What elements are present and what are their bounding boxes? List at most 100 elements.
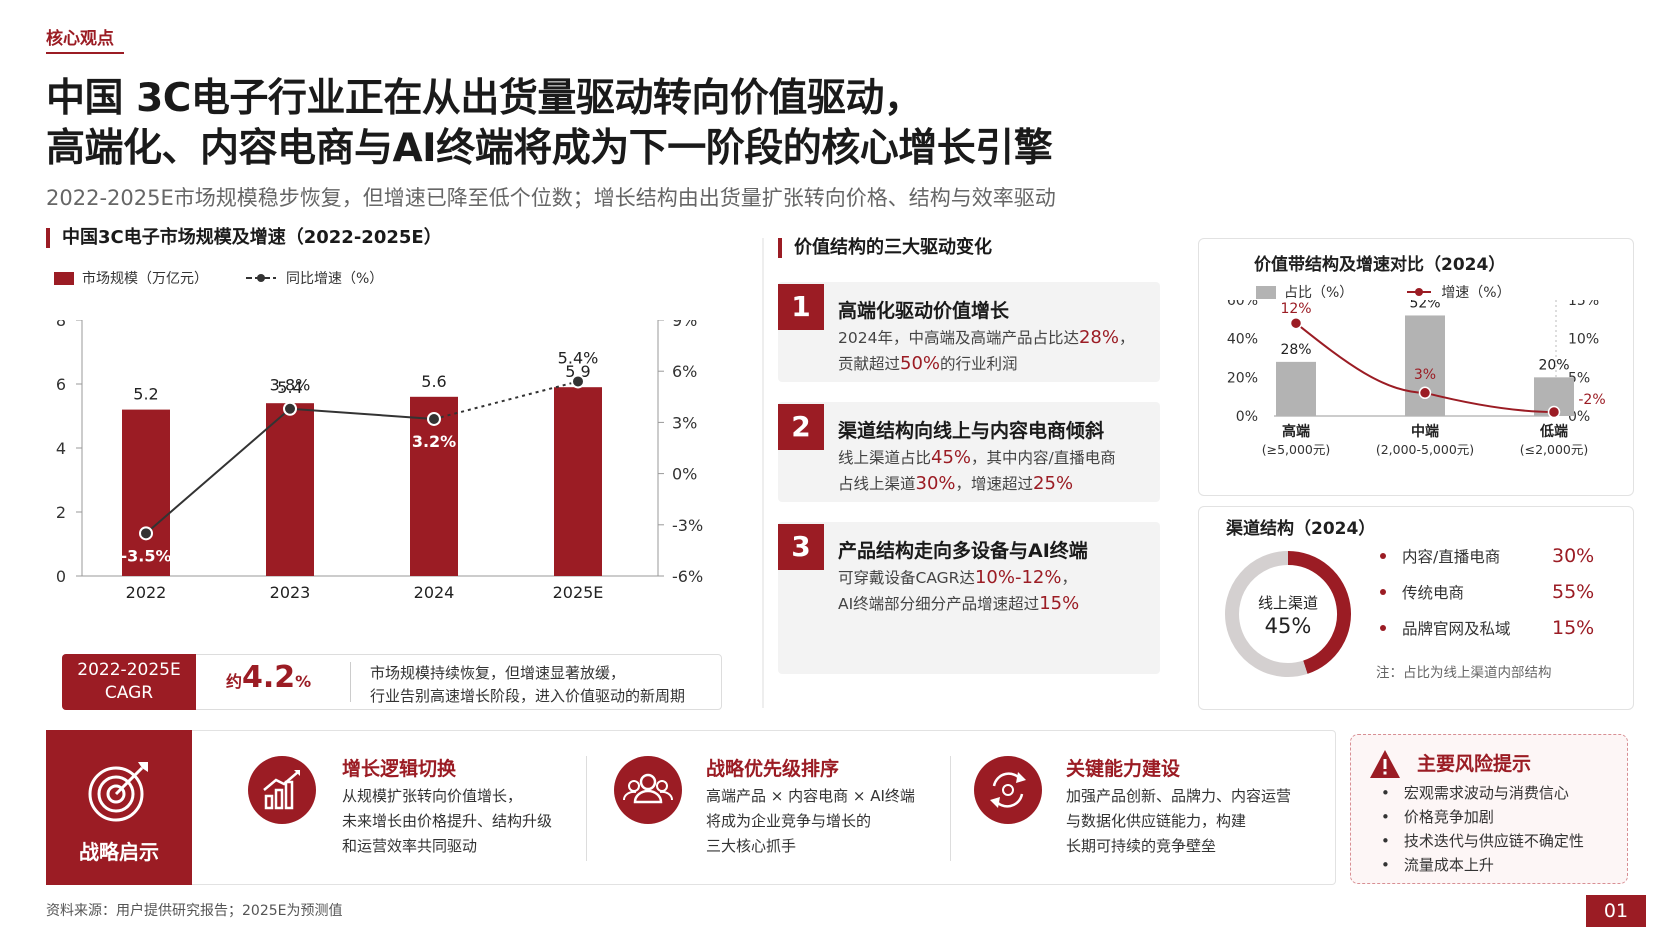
growth-point bbox=[139, 526, 153, 541]
donut-slice bbox=[1225, 551, 1308, 677]
x-tick-label: 高端 bbox=[1282, 423, 1310, 440]
driver-card-2 bbox=[778, 402, 1160, 502]
driver-text-1: 2024年，中高端及高端产品占比达28%， 贡献超过50%的行业利润 bbox=[838, 327, 1135, 374]
y-tick-label: 0 bbox=[56, 567, 66, 586]
growth-label: 3% bbox=[1414, 367, 1436, 383]
legend-share-label: 占比（%） bbox=[1284, 285, 1354, 301]
driver-title-3: 产品结构走向多设备与AI终端 bbox=[838, 540, 1088, 562]
cycle-icon bbox=[974, 756, 1042, 824]
risk-item: 技术迭代与供应链不确定性 bbox=[1381, 829, 1584, 853]
legend-growth-label: 增速（%） bbox=[1441, 285, 1511, 301]
y-tick-label: 8 bbox=[56, 320, 66, 330]
column-divider bbox=[950, 756, 951, 861]
growth-label: 12% bbox=[1280, 301, 1311, 317]
driver-title-2: 渠道结构向线上与内容电商倾斜 bbox=[838, 420, 1105, 442]
driver-number-2: 2 bbox=[778, 404, 824, 450]
implication-title-2: 战略优先级排序 bbox=[706, 758, 840, 780]
channel-label: 传统电商 bbox=[1402, 584, 1465, 602]
legend-bar-swatch bbox=[54, 271, 74, 285]
channel-panel bbox=[1198, 506, 1634, 710]
implication-title-3: 关键能力建设 bbox=[1066, 758, 1181, 780]
cagr-suffix: % bbox=[295, 672, 312, 691]
strategy-label-block: 战略启示 bbox=[46, 730, 192, 885]
cagr-desc-line-2: 行业告别高速增长阶段，进入价值驱动的新周期 bbox=[370, 687, 686, 705]
page-title: 中国 3C电子行业正在从出货量驱动转向价值驱动， 高端化、内容电商与AI终端将成… bbox=[46, 74, 1053, 174]
channel-row: 内容/直播电商 30% bbox=[1380, 545, 1594, 567]
growth-label: -3.5% bbox=[120, 546, 171, 565]
bar-value-label: 5.4 bbox=[277, 378, 302, 397]
growth-point bbox=[1289, 316, 1303, 330]
y-tick-label: 60% bbox=[1227, 300, 1258, 309]
legend-growth-swatch bbox=[1407, 288, 1432, 296]
driver-text-2: 线上渠道占比45%，其中内容/直播电商 占线上渠道30%，增速超过25% bbox=[838, 447, 1116, 494]
y2-tick-label: -3% bbox=[672, 516, 703, 535]
x-tick-label: 2025E bbox=[553, 583, 604, 602]
drivers-divider bbox=[762, 238, 764, 708]
x-tick-sublabel: (≤2,000元) bbox=[1520, 442, 1589, 457]
value-band-chart: 0%20%40%60%0%5%10%15%28%高端(≥5,000元)52%中端… bbox=[1227, 300, 1606, 457]
channel-label: 内容/直播电商 bbox=[1402, 548, 1501, 566]
y2-tick-label: 10% bbox=[1568, 332, 1599, 348]
growth-label: -2% bbox=[1578, 392, 1605, 408]
x-tick-label: 2023 bbox=[270, 583, 311, 602]
cagr-prefix: 约 bbox=[226, 672, 243, 691]
bar-value-label: 5.6 bbox=[421, 372, 446, 391]
tag-underline bbox=[46, 52, 124, 54]
x-tick-label: 低端 bbox=[1539, 423, 1568, 440]
section-tag: 核心观点 bbox=[46, 29, 114, 49]
channel-title: 渠道结构（2024） bbox=[1226, 519, 1376, 539]
bar-value-label: 5.9 bbox=[565, 362, 590, 381]
source-note: 资料来源：用户提供研究报告；2025E为预测值 bbox=[46, 903, 343, 919]
column-divider bbox=[586, 756, 587, 861]
bullet-dot bbox=[1380, 553, 1386, 559]
y-tick-label: 2 bbox=[56, 503, 66, 522]
title-line-2: 高端化、内容电商与AI终端将成为下一阶段的核心增长引擎 bbox=[46, 126, 1053, 171]
drivers-heading: 价值结构的三大驱动变化 bbox=[778, 238, 992, 258]
cagr-number: 4.2 bbox=[242, 660, 296, 695]
driver-text-3: 可穿戴设备CAGR达10%-12%， AI终端部分细分产品增速超过15% bbox=[838, 567, 1080, 614]
growth-icon bbox=[248, 756, 316, 824]
risk-title: 主要风险提示 bbox=[1417, 753, 1532, 775]
driver-number-1: 1 bbox=[778, 284, 824, 330]
cagr-description: 市场规模持续恢复，但增速显著放缓， 行业告别高速增长阶段，进入价值驱动的新周期 bbox=[370, 662, 685, 708]
bullet-dot bbox=[1380, 589, 1386, 595]
legend-line-label: 同比增速（%） bbox=[286, 271, 384, 287]
y-tick-label: 40% bbox=[1227, 332, 1258, 348]
y2-tick-label: 6% bbox=[672, 362, 697, 381]
bar bbox=[266, 403, 314, 576]
y-tick-label: 4 bbox=[56, 439, 66, 458]
y-tick-label: 20% bbox=[1227, 370, 1258, 386]
cagr-label: 2022-2025E CAGR bbox=[62, 654, 196, 710]
growth-point bbox=[283, 401, 297, 416]
value-band-title: 价值带结构及增速对比（2024） bbox=[1254, 255, 1506, 275]
bar bbox=[122, 409, 170, 576]
channel-row: 传统电商 55% bbox=[1380, 581, 1594, 603]
warning-icon bbox=[1370, 750, 1400, 778]
x-tick-label: 2022 bbox=[126, 583, 167, 602]
x-tick-label: 中端 bbox=[1411, 423, 1439, 440]
market-chart-heading: 中国3C电子市场规模及增速（2022-2025E） bbox=[46, 228, 442, 248]
donut-center-label: 线上渠道 bbox=[1257, 594, 1318, 612]
growth-label: 5.4% bbox=[558, 348, 599, 367]
bullet-dot bbox=[1380, 625, 1386, 631]
title-line-1: 中国 3C电子行业正在从出货量驱动转向价值驱动， bbox=[46, 76, 923, 121]
channel-value: 30% bbox=[1552, 545, 1595, 567]
growth-point bbox=[1418, 386, 1432, 400]
risk-item: 流量成本上升 bbox=[1381, 853, 1584, 877]
legend-bar-label: 市场规模（万亿元） bbox=[82, 271, 208, 287]
cagr-divider bbox=[350, 662, 351, 702]
donut-slice bbox=[1287, 551, 1351, 674]
cagr-label-line-1: 2022-2025E bbox=[77, 660, 181, 680]
channel-label: 品牌官网及私域 bbox=[1402, 620, 1511, 638]
x-tick-label: 2024 bbox=[414, 583, 455, 602]
bar bbox=[1276, 361, 1316, 416]
bar bbox=[410, 396, 458, 576]
bar-value-label: 5.2 bbox=[133, 385, 158, 404]
risk-item: 价格竞争加剧 bbox=[1381, 805, 1584, 829]
growth-label: 3.8% bbox=[270, 376, 311, 395]
growth-point bbox=[571, 374, 585, 389]
y-tick-label: 6 bbox=[56, 375, 66, 394]
market-chart: 0 2 4 6 8 -6% -3% 0% 3% 6% 9% 5.2 2022 5.4 2023 5.6 2024… bbox=[56, 320, 703, 602]
legend-line-swatch bbox=[246, 274, 276, 282]
donut-center-value: 45% bbox=[1264, 614, 1312, 638]
